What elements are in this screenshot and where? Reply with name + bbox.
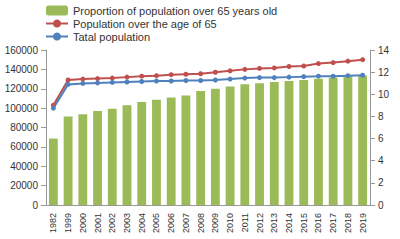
svg-text:2018: 2018: [343, 213, 353, 233]
svg-text:20000: 20000: [10, 180, 38, 191]
svg-text:8: 8: [378, 111, 384, 122]
svg-text:2001: 2001: [93, 213, 103, 233]
svg-text:2010: 2010: [225, 213, 235, 233]
svg-text:1999: 1999: [63, 213, 73, 233]
svg-text:0: 0: [32, 200, 38, 211]
svg-text:Population over the age of 65: Population over the age of 65: [73, 18, 217, 30]
svg-text:2002: 2002: [107, 213, 117, 233]
svg-text:4: 4: [378, 155, 384, 166]
svg-text:2016: 2016: [313, 213, 323, 233]
svg-text:Proportion of population over: Proportion of population over 65 years o…: [73, 5, 277, 17]
svg-text:2005: 2005: [151, 213, 161, 233]
svg-text:160000: 160000: [5, 45, 39, 56]
svg-text:40000: 40000: [10, 161, 38, 172]
svg-text:2003: 2003: [122, 213, 132, 233]
svg-text:2015: 2015: [299, 213, 309, 233]
svg-text:2007: 2007: [181, 213, 191, 233]
svg-text:14: 14: [378, 45, 390, 56]
svg-text:6: 6: [378, 133, 384, 144]
svg-text:2019: 2019: [358, 213, 368, 233]
svg-text:2011: 2011: [240, 213, 250, 232]
svg-text:2009: 2009: [210, 213, 220, 233]
svg-text:100000: 100000: [5, 103, 39, 114]
svg-text:60000: 60000: [10, 141, 38, 152]
svg-text:1982: 1982: [48, 213, 58, 233]
svg-text:12: 12: [378, 67, 390, 78]
svg-text:2017: 2017: [328, 213, 338, 233]
svg-text:2014: 2014: [284, 213, 294, 233]
svg-text:2012: 2012: [255, 213, 265, 233]
svg-text:2006: 2006: [166, 213, 176, 233]
svg-text:2: 2: [378, 177, 384, 188]
svg-text:140000: 140000: [5, 64, 39, 75]
svg-text:2013: 2013: [269, 213, 279, 233]
svg-text:2008: 2008: [196, 213, 206, 233]
svg-text:120000: 120000: [5, 83, 39, 94]
svg-text:Tatal population: Tatal population: [73, 31, 150, 43]
svg-text:80000: 80000: [10, 122, 38, 133]
svg-text:2004: 2004: [137, 213, 147, 233]
svg-text:2000: 2000: [78, 213, 88, 233]
svg-text:0: 0: [378, 200, 384, 211]
svg-text:10: 10: [378, 89, 390, 100]
